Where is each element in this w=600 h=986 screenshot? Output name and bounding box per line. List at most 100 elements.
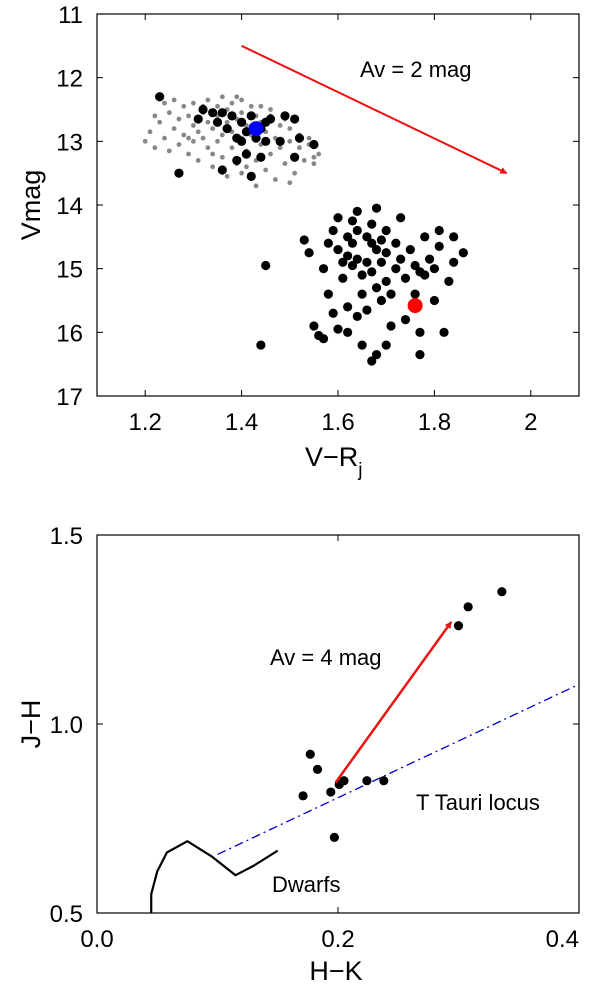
cmd-data-point bbox=[246, 111, 256, 121]
cmd-data-point bbox=[405, 244, 415, 255]
cmd-data-point bbox=[157, 119, 163, 125]
cmd-data-point bbox=[147, 129, 153, 135]
cmd-data-point bbox=[227, 111, 237, 121]
cmd-data-point bbox=[186, 151, 191, 157]
cmd-data-point bbox=[195, 158, 201, 163]
cmd-data-point bbox=[343, 327, 353, 337]
ccd-data-point bbox=[463, 602, 473, 612]
cmd-data-point bbox=[277, 145, 283, 151]
cmd-data-point bbox=[200, 135, 206, 141]
cmd-data-point bbox=[237, 117, 247, 127]
cmd-data-point bbox=[208, 108, 218, 118]
cmd-data-point bbox=[263, 167, 269, 173]
cmd-data-point bbox=[287, 138, 293, 144]
cmd-data-point bbox=[222, 124, 232, 134]
cmd-data-point bbox=[371, 350, 382, 360]
cmd-highlight-blue-point bbox=[248, 121, 264, 137]
cmd-data-point bbox=[449, 257, 459, 267]
ccd-data-point bbox=[305, 749, 315, 759]
ccd-data-point bbox=[329, 832, 339, 843]
ccd-data-point bbox=[379, 776, 389, 786]
cmd-data-point bbox=[410, 289, 420, 299]
ccd-y-tick-label: 1.0 bbox=[50, 712, 83, 739]
cmd-data-point bbox=[386, 289, 396, 299]
cmd-data-point bbox=[362, 305, 372, 315]
cmd-data-point bbox=[316, 151, 322, 157]
cmd-data-point bbox=[237, 136, 247, 146]
ccd-data-point bbox=[339, 776, 349, 786]
cmd-y-tick-label: 13 bbox=[56, 129, 83, 156]
cmd-x-tick-label: 1.8 bbox=[418, 409, 451, 436]
cmd-data-point bbox=[333, 324, 343, 334]
ccd-data-point bbox=[362, 776, 372, 786]
cmd-x-tick-label: 2 bbox=[524, 409, 537, 436]
cmd-data-point bbox=[292, 170, 298, 176]
cmd-data-point bbox=[239, 170, 245, 176]
cmd-x-axis-label-sub: j bbox=[357, 460, 362, 481]
cmd-data-point bbox=[229, 100, 235, 106]
cmd-data-point bbox=[171, 126, 177, 131]
cmd-data-point bbox=[280, 111, 290, 121]
cmd-data-point bbox=[224, 173, 230, 179]
cmd-data-point bbox=[166, 110, 172, 116]
cmd-data-point bbox=[396, 213, 406, 223]
cmd-data-point bbox=[282, 161, 288, 167]
cmd-data-point bbox=[244, 164, 249, 170]
cmd-data-point bbox=[186, 135, 191, 141]
cmd-panel: Av = 2 mag 1.2 1.4 1.6 1.8 2 11121314151617 … bbox=[16, 2, 580, 481]
ccd-panel: Av = 4 mag T Tauri locus Dwarfs 0.0 0.2 0.… bbox=[16, 523, 580, 986]
cmd-data-point bbox=[198, 104, 208, 115]
cmd-data-point bbox=[155, 92, 165, 102]
cmd-data-point bbox=[400, 273, 411, 283]
cmd-data-point bbox=[439, 327, 449, 337]
cmd-data-point bbox=[400, 315, 411, 325]
cmd-data-point bbox=[215, 138, 220, 144]
ccd-y-axis-label: J−H bbox=[16, 700, 46, 749]
ccd-x-tick-label: 0.4 bbox=[546, 926, 579, 953]
cmd-data-point bbox=[434, 241, 444, 251]
cmd-data-point bbox=[256, 152, 266, 162]
cmd-data-point bbox=[176, 116, 182, 122]
cmd-data-point bbox=[219, 94, 225, 100]
cmd-data-point bbox=[381, 225, 391, 236]
cmd-data-point bbox=[328, 225, 338, 236]
cmd-data-point bbox=[362, 232, 372, 242]
ccd-data-point bbox=[453, 621, 464, 631]
cmd-data-point bbox=[343, 251, 353, 261]
cmd-data-point bbox=[162, 100, 167, 106]
cmd-data-point bbox=[277, 123, 283, 128]
cmd-data-point bbox=[299, 235, 309, 245]
ccd-data-point bbox=[312, 764, 323, 774]
cmd-data-point bbox=[309, 139, 319, 150]
cmd-data-point bbox=[229, 145, 235, 151]
cmd-data-point bbox=[449, 232, 459, 242]
cmd-data-point bbox=[323, 238, 333, 248]
cmd-data-point bbox=[253, 183, 259, 189]
cmd-data-point bbox=[217, 165, 227, 175]
cmd-y-tick-label: 16 bbox=[56, 320, 83, 347]
cmd-data-point bbox=[429, 295, 439, 306]
cmd-data-point bbox=[352, 311, 362, 322]
cmd-gray-points bbox=[142, 94, 322, 189]
cmd-data-point bbox=[386, 321, 396, 331]
ccd-x-ticks: 0.0 0.2 0.4 bbox=[80, 535, 580, 953]
cmd-data-point bbox=[381, 248, 391, 258]
ccd-x-tick-label: 0.2 bbox=[321, 926, 354, 953]
cmd-highlight-red-point bbox=[407, 298, 423, 314]
cmd-data-point bbox=[333, 244, 343, 255]
cmd-highlight-points bbox=[248, 121, 423, 314]
cmd-data-point bbox=[181, 132, 187, 138]
cmd-data-point bbox=[191, 100, 196, 106]
cmd-data-point bbox=[152, 145, 158, 151]
cmd-data-point bbox=[195, 129, 201, 135]
cmd-data-point bbox=[338, 257, 348, 267]
ccd-data-point bbox=[326, 787, 336, 797]
cmd-data-point bbox=[162, 135, 167, 141]
cmd-data-point bbox=[367, 238, 377, 248]
cmd-data-point bbox=[171, 97, 177, 103]
cmd-data-point bbox=[287, 180, 293, 186]
cmd-data-point bbox=[311, 161, 317, 167]
cmd-data-point bbox=[217, 108, 227, 118]
cmd-data-point bbox=[239, 97, 245, 103]
cmd-data-point bbox=[362, 257, 372, 267]
